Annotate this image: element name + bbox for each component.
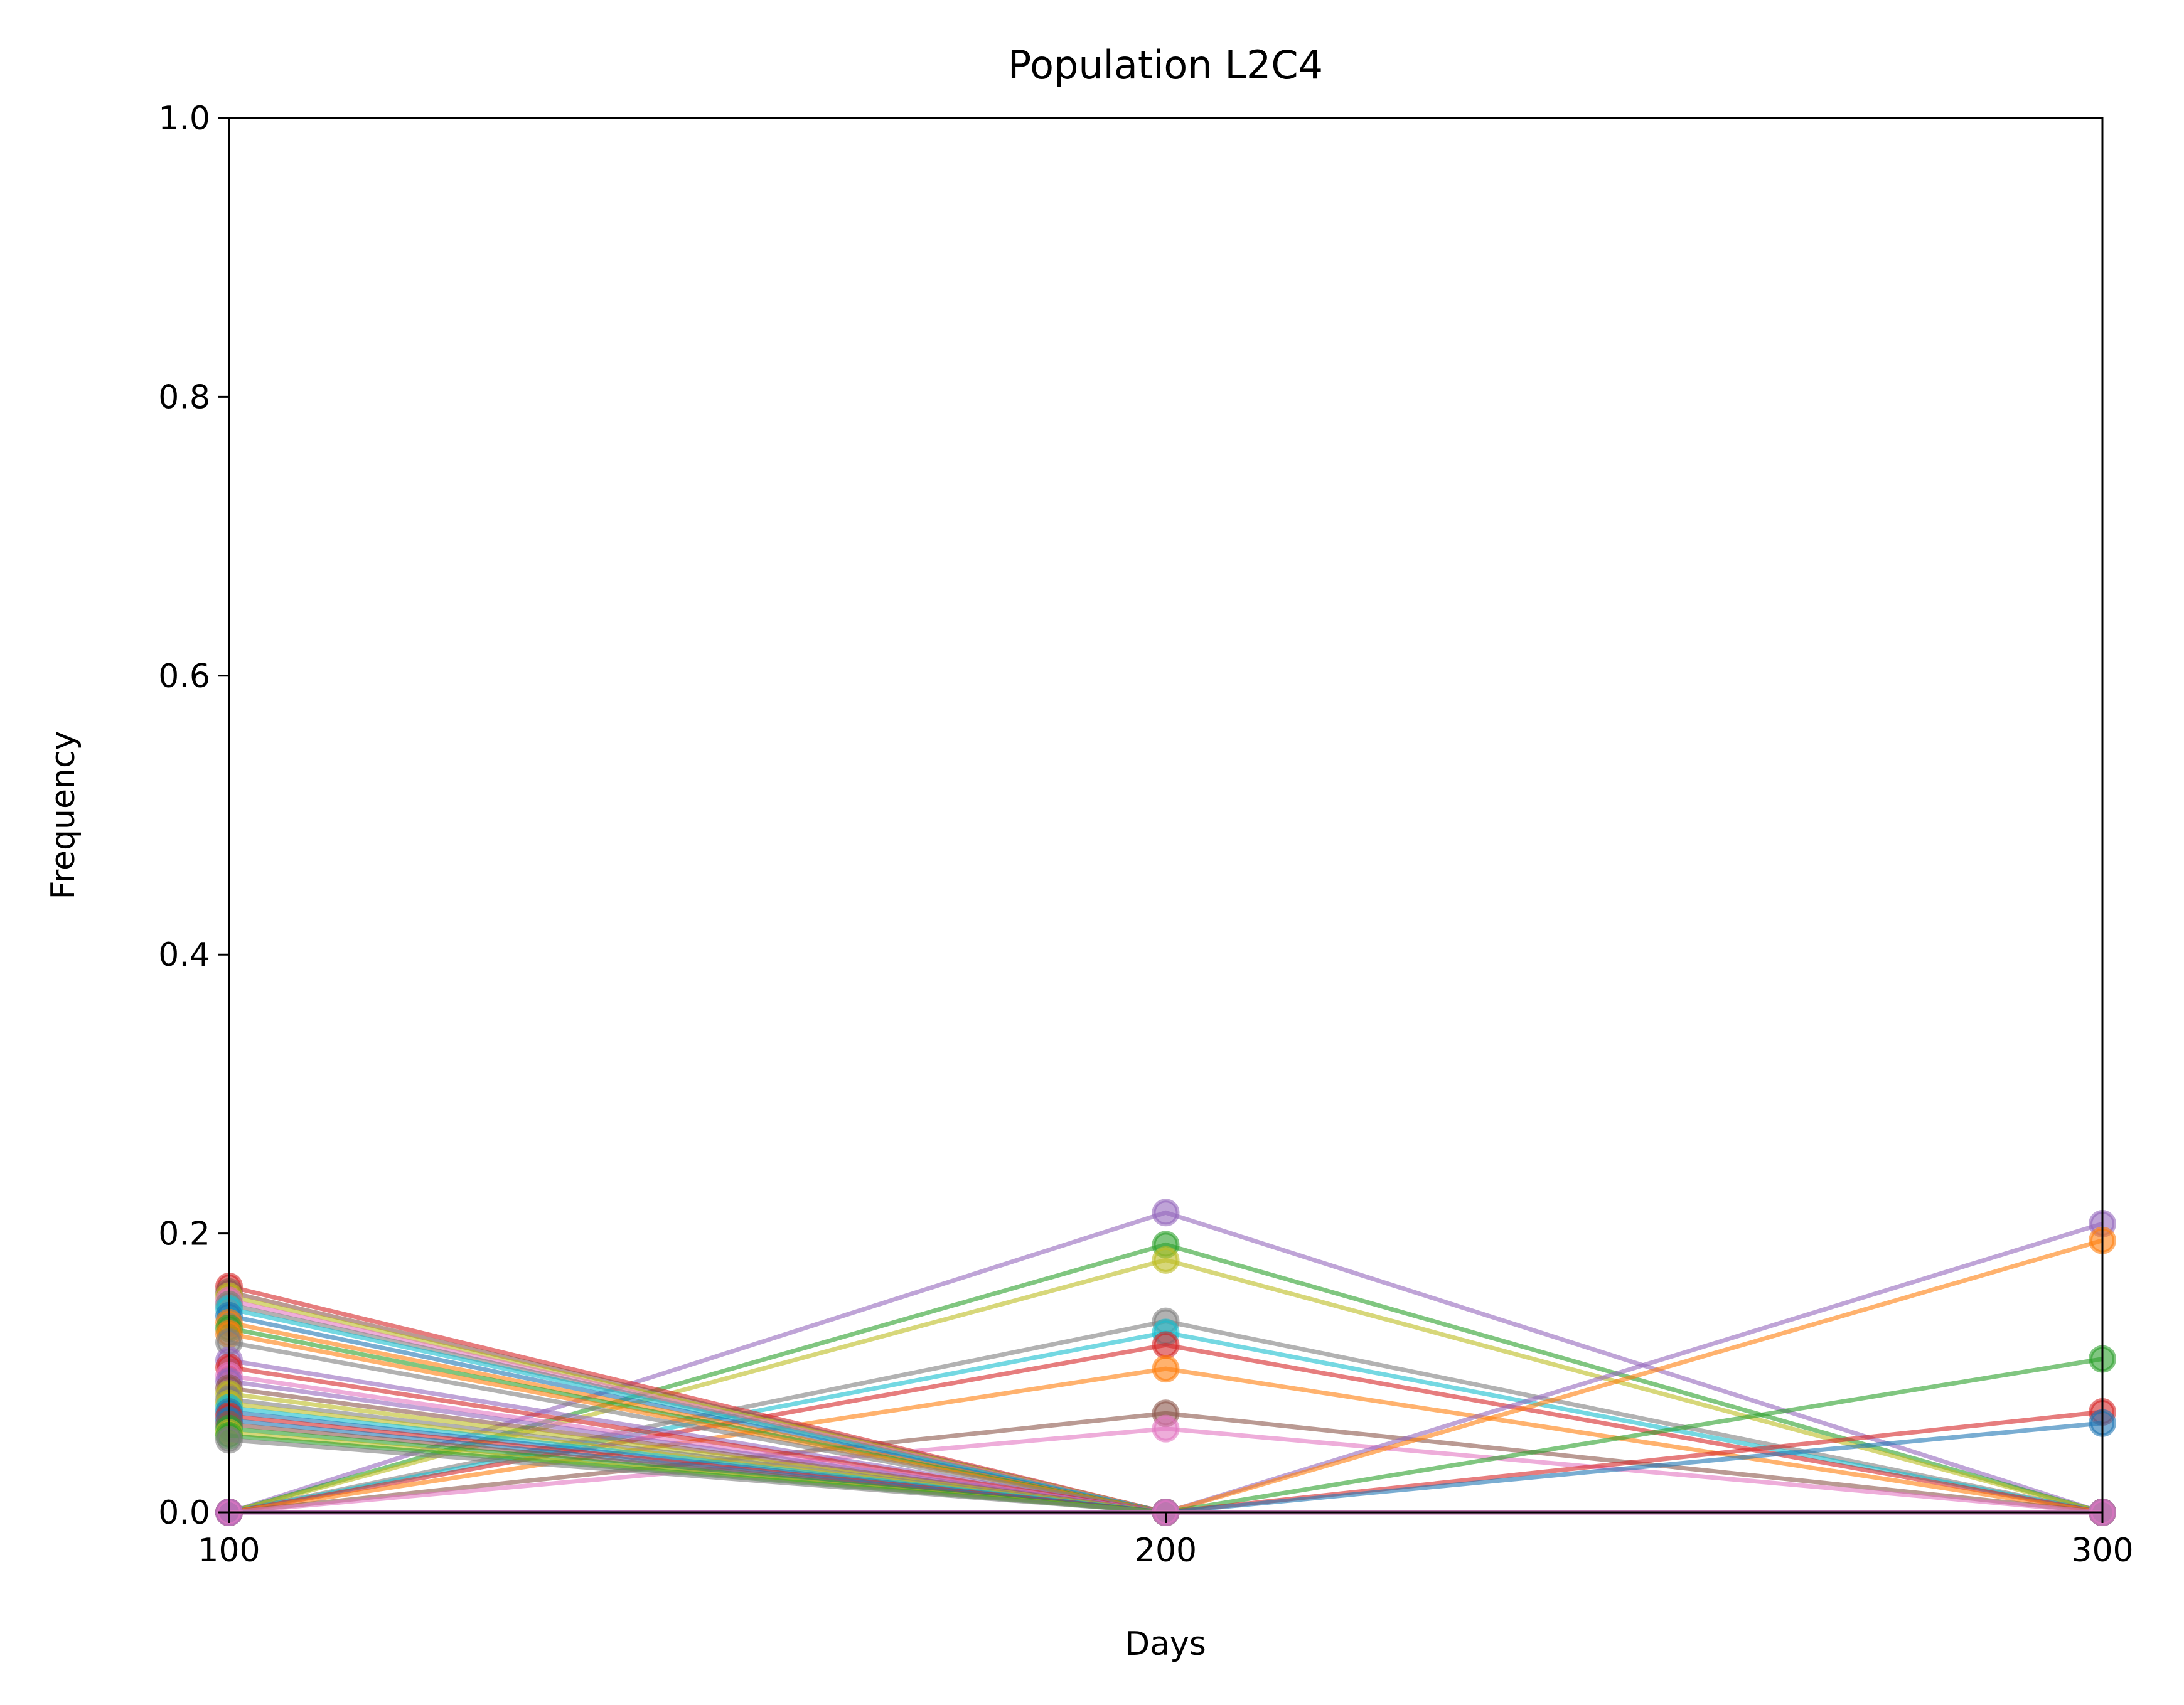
y-tick-label: 0.4	[158, 936, 210, 974]
y-tick-label: 0.2	[158, 1216, 210, 1253]
x-tick-label: 300	[2071, 1532, 2133, 1569]
y-tick-label: 1.0	[158, 100, 210, 137]
data-point	[1152, 1355, 1180, 1383]
y-axis: 0.0 0.2 0.4 0.6 0.8 1.0	[158, 100, 229, 1532]
data-point	[1152, 1331, 1180, 1359]
x-tick-label: 100	[198, 1532, 260, 1569]
y-tick-label: 0.8	[158, 378, 210, 416]
x-axis: 100 200 300	[198, 1512, 2134, 1569]
plot-area	[229, 118, 2102, 1512]
data-point	[1152, 1246, 1180, 1274]
y-axis-label: Frequency	[45, 731, 82, 900]
y-tick-label: 0.6	[158, 658, 210, 695]
data-point	[1152, 1199, 1180, 1227]
y-tick-label: 0.0	[158, 1494, 210, 1532]
chart-title: Population L2C4	[1008, 42, 1323, 88]
x-tick-label: 200	[1135, 1532, 1197, 1569]
data-point	[1152, 1414, 1180, 1443]
x-axis-label: Days	[1125, 1625, 1206, 1663]
